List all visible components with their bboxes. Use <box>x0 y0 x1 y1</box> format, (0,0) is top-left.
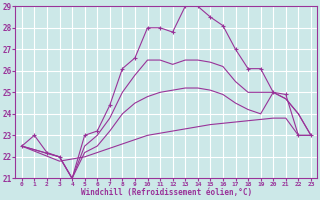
X-axis label: Windchill (Refroidissement éolien,°C): Windchill (Refroidissement éolien,°C) <box>81 188 252 197</box>
